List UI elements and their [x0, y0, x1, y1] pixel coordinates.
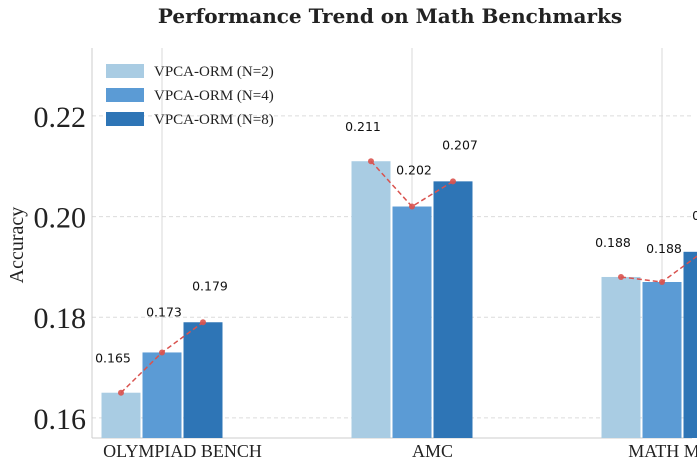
bar-vpca-orm-n-4--2	[642, 282, 682, 438]
trend-point	[200, 319, 206, 326]
bar-vpca-orm-n-4--1	[392, 206, 432, 438]
x-tick-label: AMC	[412, 441, 453, 461]
trend-point	[368, 158, 374, 165]
y-tick-label: 0.18	[34, 302, 87, 335]
y-tick-labels: 0.16 0.18 0.20 0.22	[34, 101, 87, 436]
data-labels: 0.165 0.211 0.188 0.173 0.202 0.188 0.179 0.207…	[95, 119, 697, 365]
bar-vpca-orm-n-8--1	[433, 181, 473, 438]
legend-label: VPCA-ORM (N=4)	[154, 88, 274, 104]
data-label: 0.188	[595, 235, 631, 250]
legend-swatch	[106, 112, 144, 126]
trend-point	[118, 389, 124, 396]
bar-vpca-orm-n-8--0	[183, 322, 223, 438]
bar-vpca-orm-n-8--2	[683, 251, 697, 438]
legend-swatch	[106, 64, 144, 78]
trend-point	[618, 273, 624, 280]
data-label: 0.193	[692, 208, 697, 223]
bar-vpca-orm-n-4--0	[142, 352, 182, 438]
x-tick-label: MATH MEAN	[628, 441, 697, 461]
trend-point	[659, 279, 665, 285]
data-label: 0.207	[442, 137, 478, 152]
bar-vpca-orm-n-2--2	[601, 276, 641, 438]
legend: VPCA-ORM (N=2) VPCA-ORM (N=4) VPCA-ORM (N=…	[106, 64, 274, 128]
data-label: 0.173	[146, 304, 182, 319]
trend-point	[409, 203, 415, 210]
trend-point	[450, 178, 456, 185]
y-tick-label: 0.22	[34, 101, 87, 134]
legend-label: VPCA-ORM (N=2)	[154, 64, 274, 80]
bars	[101, 161, 697, 438]
data-label: 0.165	[95, 351, 131, 366]
y-tick-label: 0.20	[34, 202, 87, 235]
x-tick-labels: OLYMPIAD BENCH AMC MATH MEAN	[103, 441, 697, 461]
trend-line	[370, 160, 454, 208]
data-label: 0.188	[646, 241, 682, 256]
trend-point	[159, 349, 165, 356]
bar-vpca-orm-n-2--0	[101, 392, 141, 438]
data-label: 0.211	[345, 119, 381, 134]
bar-vpca-orm-n-2--1	[351, 161, 391, 438]
legend-label: VPCA-ORM (N=8)	[154, 112, 274, 128]
data-label: 0.179	[192, 278, 228, 293]
legend-swatch	[106, 88, 144, 102]
chart-title: Performance Trend on Math Benchmarks	[158, 4, 622, 28]
trend-lines	[118, 158, 697, 396]
x-tick-label: OLYMPIAD BENCH	[103, 441, 262, 461]
y-tick-label: 0.16	[34, 403, 87, 436]
y-axis-label: Accuracy	[6, 207, 28, 284]
data-label: 0.202	[396, 163, 432, 178]
